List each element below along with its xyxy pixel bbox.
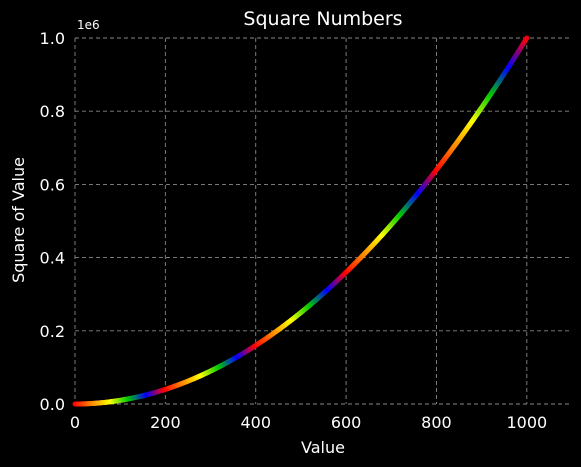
chart-title: Square Numbers bbox=[243, 8, 402, 30]
tick-labels: 0 200 400 600 800 1000 0.0 0.2 0.4 0.6 0.8 1.0 bbox=[40, 29, 548, 432]
y-axis-label: Square of Value bbox=[9, 157, 28, 283]
y-tick-label: 0.6 bbox=[40, 175, 65, 194]
line-segment bbox=[523, 35, 530, 43]
x-axis-label: Value bbox=[301, 438, 345, 457]
data-line bbox=[72, 35, 530, 407]
x-tick-label: 400 bbox=[240, 413, 271, 432]
y-tick-label: 0.8 bbox=[40, 102, 65, 121]
x-tick-label: 0 bbox=[70, 413, 80, 432]
y-tick-label: 0.0 bbox=[40, 395, 65, 414]
x-tick-label: 1000 bbox=[506, 413, 547, 432]
y-tick-label: 1.0 bbox=[40, 29, 65, 48]
x-tick-label: 800 bbox=[421, 413, 452, 432]
x-tick-label: 600 bbox=[331, 413, 362, 432]
y-offset-label: 1e6 bbox=[77, 18, 100, 32]
x-tick-label: 200 bbox=[150, 413, 181, 432]
grid bbox=[74, 37, 572, 405]
y-tick-label: 0.4 bbox=[40, 249, 65, 268]
y-tick-label: 0.2 bbox=[40, 322, 65, 341]
